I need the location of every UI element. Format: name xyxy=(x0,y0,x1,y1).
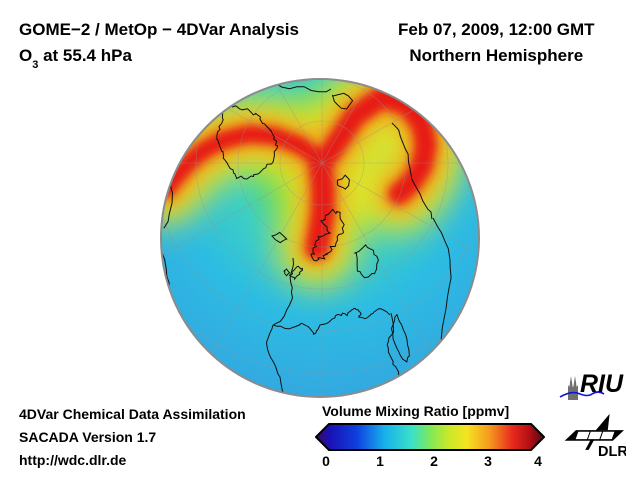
svg-text:DLR: DLR xyxy=(598,444,626,458)
svg-text:RIU: RIU xyxy=(580,370,624,398)
